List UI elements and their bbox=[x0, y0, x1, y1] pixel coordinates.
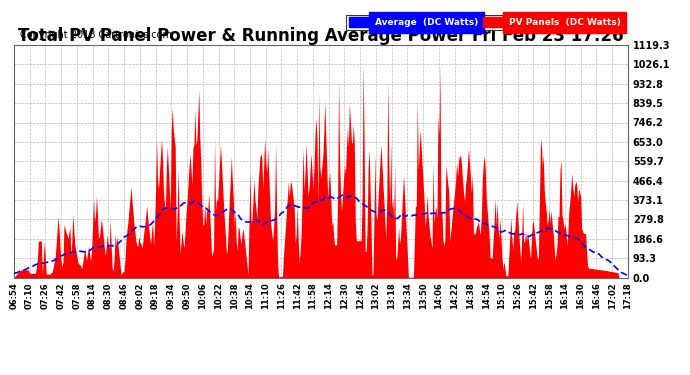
Legend: Average  (DC Watts), PV Panels  (DC Watts): Average (DC Watts), PV Panels (DC Watts) bbox=[346, 15, 623, 30]
Title: Total PV Panel Power & Running Average Power Fri Feb 23 17:26: Total PV Panel Power & Running Average P… bbox=[18, 27, 624, 45]
Text: Copyright 2018 Cartronics.com: Copyright 2018 Cartronics.com bbox=[20, 30, 172, 40]
